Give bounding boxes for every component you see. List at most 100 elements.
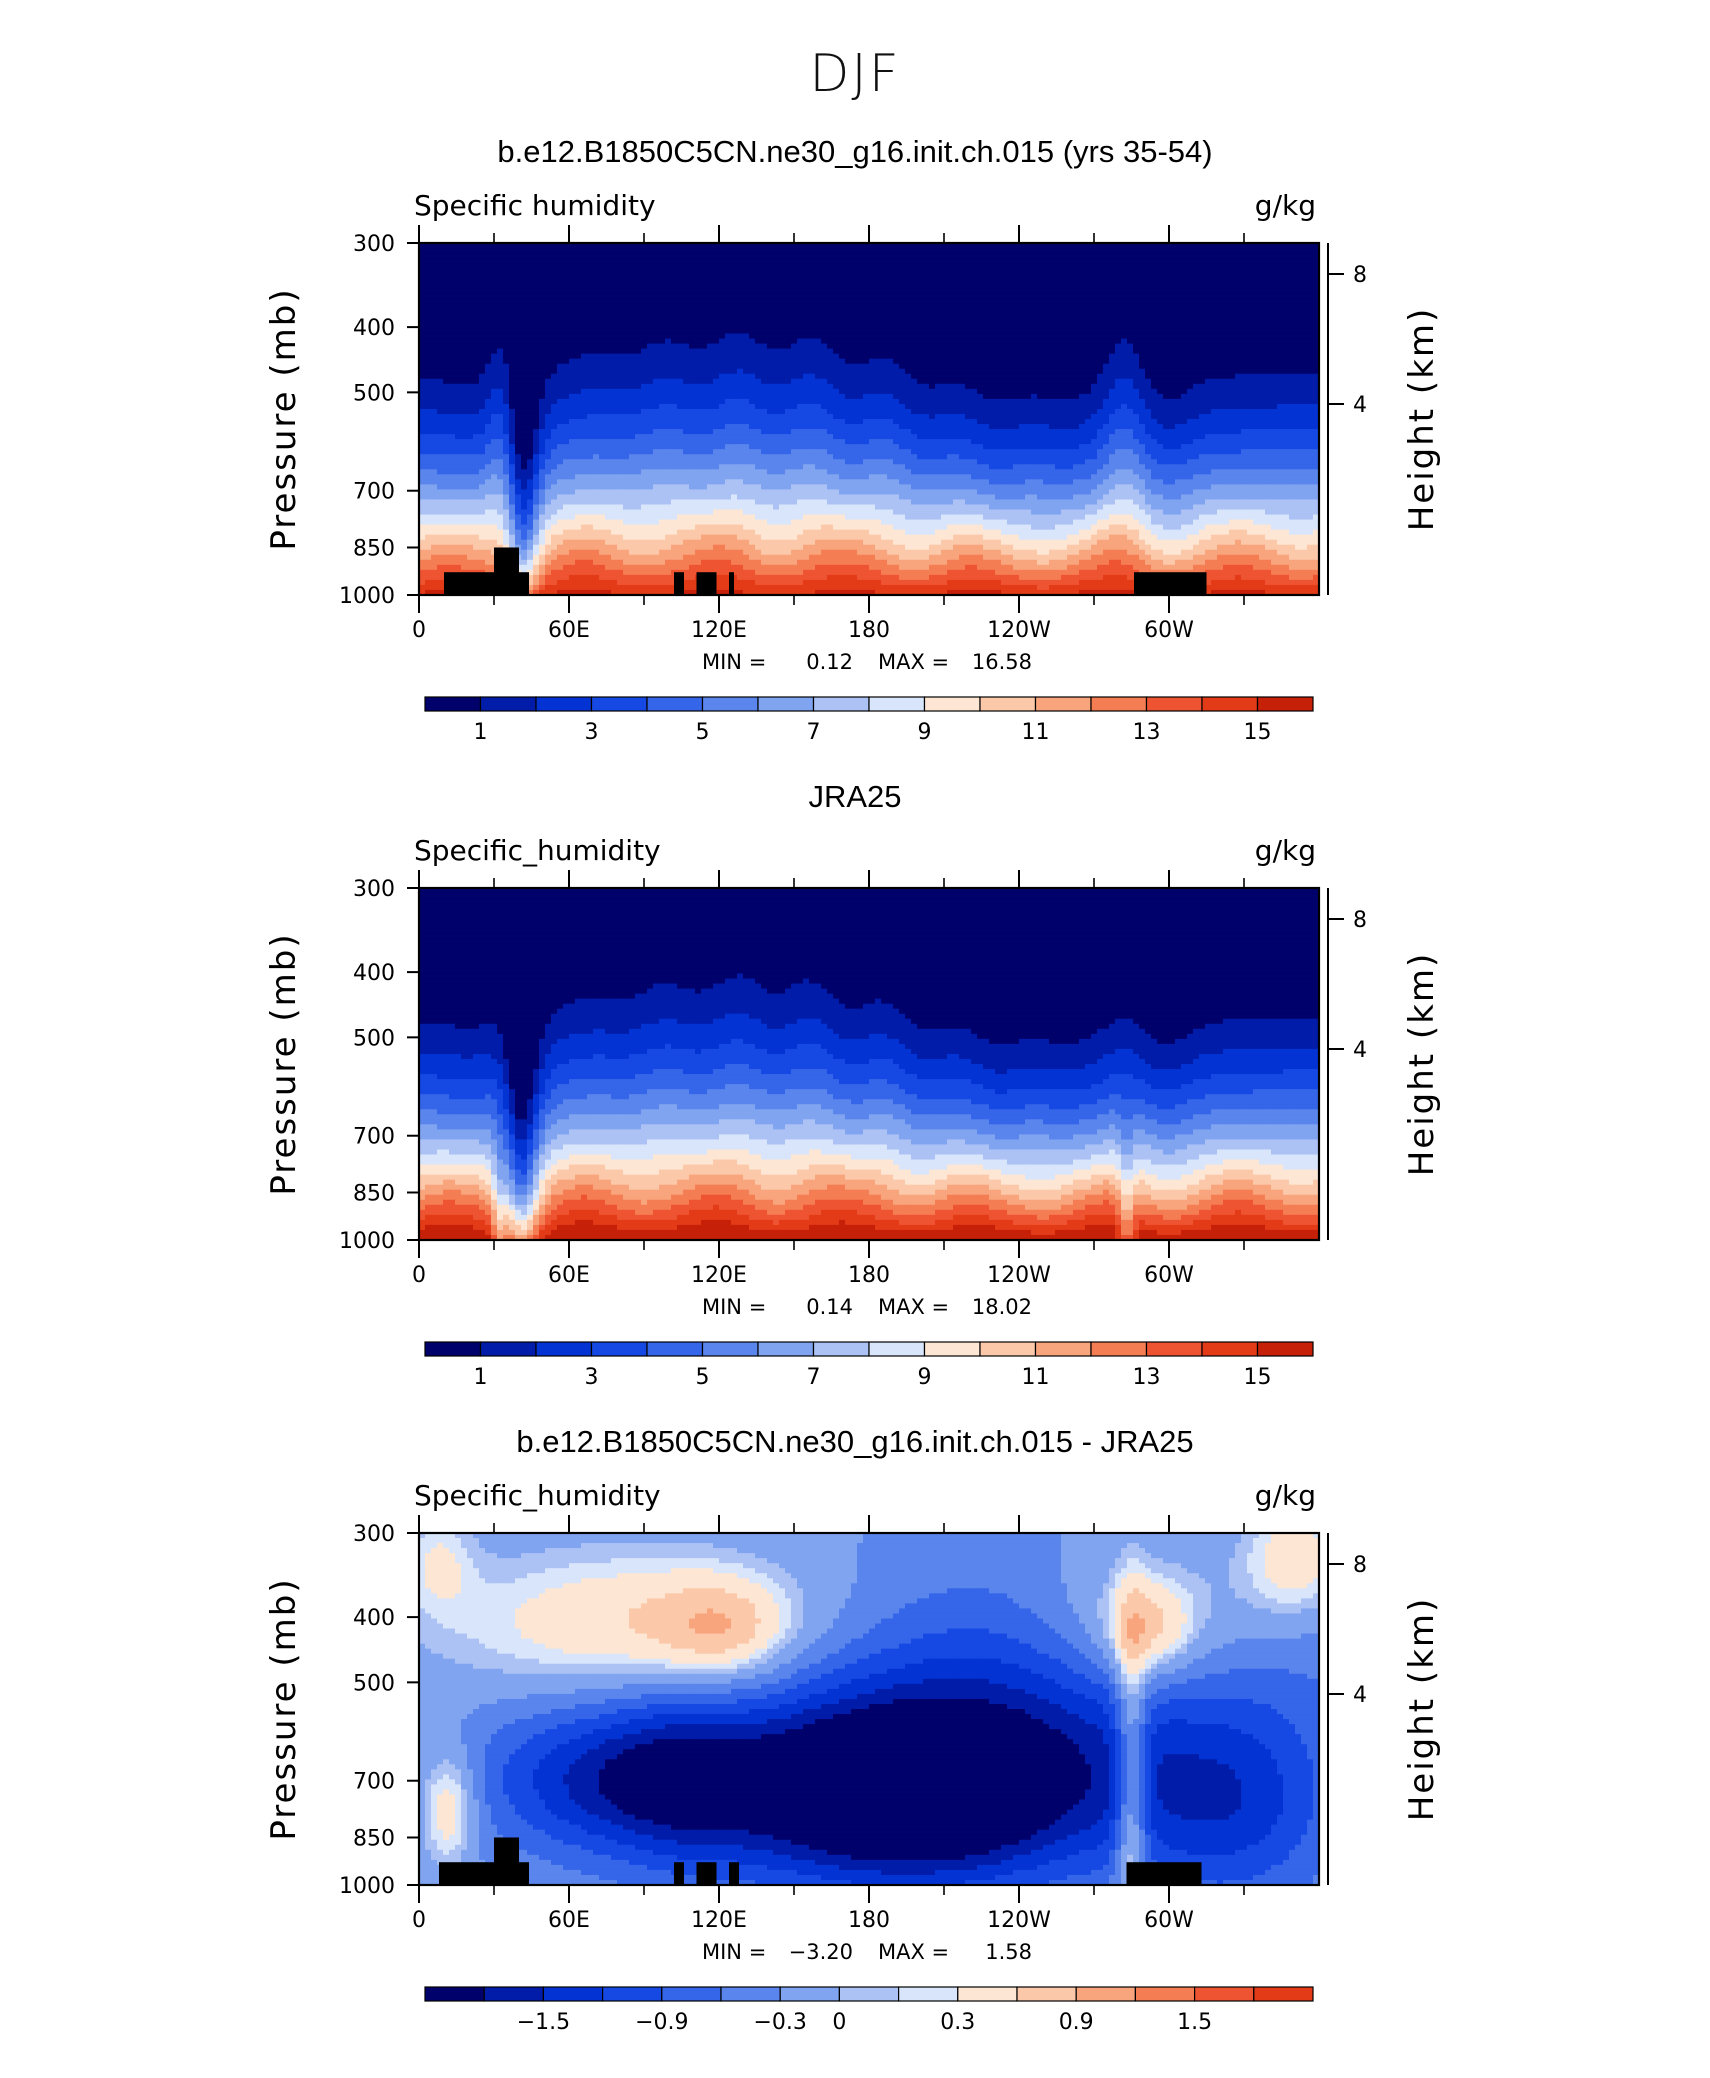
colorbar-label: 11 (1022, 1365, 1050, 1390)
height-tick-label: 4 (1353, 1683, 1367, 1708)
surface-block (444, 572, 494, 595)
x-tick-label: 0 (412, 1263, 426, 1288)
colorbar-label: −0.9 (635, 2010, 688, 2035)
surface-block (494, 1837, 519, 1885)
colorbar-box (958, 1987, 1017, 2001)
surface-block (697, 572, 717, 595)
colorbar-box (925, 1342, 981, 1356)
colorbar-label: 5 (696, 1365, 710, 1390)
variable-label: Specific_humidity (414, 1479, 661, 1512)
colorbar-label: 3 (585, 720, 599, 745)
colorbar-box (543, 1987, 602, 2001)
colorbar-box (1258, 697, 1314, 711)
surface-block (729, 572, 734, 595)
contour-field (419, 243, 1320, 596)
surface-block (674, 572, 684, 595)
colorbar-box (703, 697, 759, 711)
x-tick-label: 60W (1144, 1908, 1194, 1933)
y-tick-label: 400 (353, 1606, 395, 1631)
surface-block (519, 1862, 529, 1885)
colorbar-box (536, 1342, 592, 1356)
x-tick-label: 120E (691, 1263, 747, 1288)
height-axis-title: Height (km) (1402, 952, 1442, 1177)
colorbar: −1.5 −0.9 −0.3 0 0.3 0.9 1.5 (425, 1987, 1313, 2035)
colorbar-label: 0.3 (940, 2010, 975, 2035)
colorbar-box (603, 1987, 662, 2001)
colorbar-box (1258, 1342, 1314, 1356)
colorbar-box (869, 697, 925, 711)
colorbar-box (1076, 1987, 1135, 2001)
colorbar-box (1202, 1342, 1258, 1356)
colorbar-label: 7 (807, 720, 821, 745)
colorbar-label: −1.5 (517, 2010, 570, 2035)
y-tick-label: 850 (353, 1826, 395, 1851)
colorbar-label: 0 (832, 2010, 846, 2035)
panel-title: b.e12.B1850C5CN.ne30_g16.init.ch.015 (yr… (497, 134, 1212, 169)
height-tick-label: 8 (1353, 908, 1367, 933)
height-tick-label: 8 (1353, 263, 1367, 288)
units-label: g/kg (1255, 189, 1316, 222)
max-value: 1.58 (985, 1940, 1032, 1964)
colorbar-box (647, 1342, 703, 1356)
min-label: MIN = (702, 1940, 766, 1964)
x-tick-label: 60E (548, 618, 590, 643)
x-tick-label: 120E (691, 618, 747, 643)
colorbar-box (899, 1987, 958, 2001)
height-axis-title: Height (km) (1402, 307, 1442, 532)
y-tick-label: 1000 (339, 1874, 395, 1899)
colorbar: 1 3 5 7 9 11 13 15 (425, 1342, 1313, 1390)
colorbar-box (814, 1342, 870, 1356)
colorbar-box (481, 697, 537, 711)
min-value: 0.14 (806, 1295, 853, 1319)
min-value: −3.20 (789, 1940, 853, 1964)
colorbar-label: 15 (1244, 720, 1272, 745)
panel-title: JRA25 (808, 779, 901, 814)
colorbar-box (592, 697, 648, 711)
max-value: 16.58 (972, 650, 1032, 674)
colorbar-box (925, 697, 981, 711)
units-label: g/kg (1255, 1479, 1316, 1512)
min-value: 0.12 (806, 650, 853, 674)
x-tick-label: 0 (412, 618, 426, 643)
colorbar-box (536, 697, 592, 711)
colorbar-box (1254, 1987, 1313, 2001)
colorbar-box (980, 1342, 1036, 1356)
figure-title: DJF (0, 44, 1710, 104)
colorbar-box (592, 1342, 648, 1356)
colorbar-label: 3 (585, 1365, 599, 1390)
panel-title: b.e12.B1850C5CN.ne30_g16.init.ch.015 - J… (516, 1424, 1193, 1459)
height-tick-label: 4 (1353, 393, 1367, 418)
x-tick-label: 60E (548, 1908, 590, 1933)
max-label: MAX = (878, 650, 949, 674)
y-axis-title: Pressure (mb) (264, 287, 304, 550)
x-tick-label: 120W (987, 618, 1051, 643)
colorbar-box (662, 1987, 721, 2001)
units-label: g/kg (1255, 834, 1316, 867)
colorbar-box (1202, 697, 1258, 711)
y-tick-label: 1000 (339, 584, 395, 609)
colorbar-box (647, 697, 703, 711)
x-tick-label: 60W (1144, 618, 1194, 643)
colorbar-label: 5 (696, 720, 710, 745)
y-tick-label: 850 (353, 536, 395, 561)
y-tick-label: 300 (353, 1522, 395, 1547)
y-tick-label: 400 (353, 316, 395, 341)
x-tick-label: 60E (548, 1263, 590, 1288)
colorbar-box (481, 1342, 537, 1356)
y-tick-label: 1000 (339, 1229, 395, 1254)
height-axis-title: Height (km) (1402, 1597, 1442, 1822)
colorbar-box (1147, 1342, 1203, 1356)
y-tick-label: 400 (353, 961, 395, 986)
colorbar-label: 9 (918, 720, 932, 745)
colorbar: 1 3 5 7 9 11 13 15 (425, 697, 1313, 745)
surface-block (729, 1862, 739, 1885)
colorbar-box (980, 697, 1036, 711)
contour-field (419, 888, 1320, 1241)
surface-block (519, 572, 529, 595)
y-tick-label: 700 (353, 480, 395, 505)
colorbar-box (703, 1342, 759, 1356)
variable-label: Specific humidity (414, 189, 656, 222)
colorbar-label: 11 (1022, 720, 1050, 745)
y-tick-label: 300 (353, 232, 395, 257)
